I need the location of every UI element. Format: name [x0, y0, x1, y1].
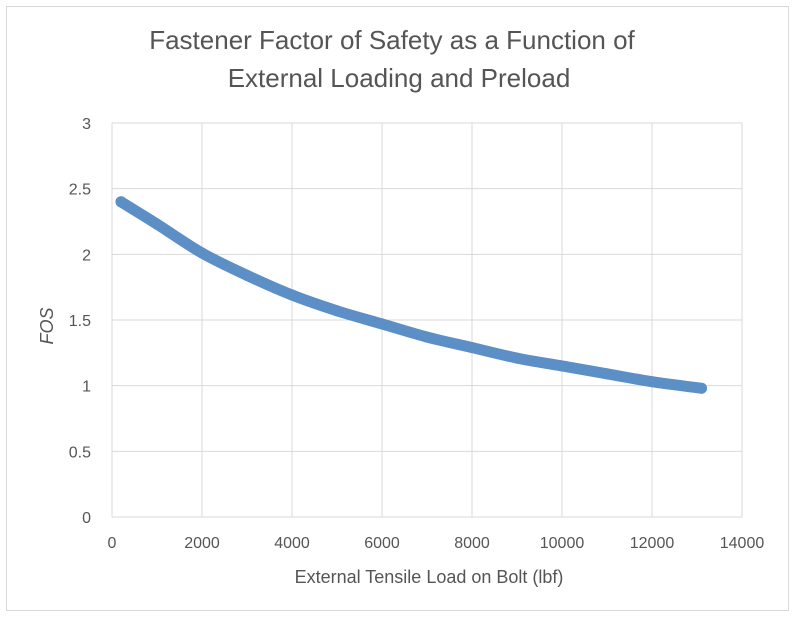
series-fos: [115, 196, 707, 394]
chart-frame: Fastener Factor of Safety as a Function …: [6, 6, 789, 611]
x-tick-label: 2000: [184, 535, 220, 552]
x-tick-label: 0: [108, 535, 117, 552]
tick-labels: 0 2000 4000 6000 8000 10000 12000 14000 0 0.5 1 1.5…: [69, 116, 765, 552]
data-point: [286, 289, 298, 301]
data-point: [601, 368, 613, 380]
x-tick-label: 14000: [720, 535, 765, 552]
chart-title-line-2: External Loading and Preload: [228, 63, 571, 93]
y-tick-label: 0: [82, 510, 91, 527]
y-axis-label: FOS: [37, 307, 57, 344]
fos-chart: Fastener Factor of Safety as a Function …: [37, 25, 765, 587]
gridlines: [111, 122, 743, 518]
chart-title-line-1: Fastener Factor of Safety as a Function …: [149, 25, 635, 55]
data-point: [331, 305, 343, 317]
x-axis-label: External Tensile Load on Bolt (lbf): [295, 567, 564, 587]
y-tick-label: 3: [82, 116, 91, 133]
y-tick-label: 1.5: [69, 313, 91, 330]
data-point: [376, 318, 388, 330]
data-point: [556, 360, 568, 372]
x-tick-label: 4000: [274, 535, 310, 552]
data-point: [241, 269, 253, 281]
data-point: [115, 196, 127, 208]
y-tick-label: 0.5: [69, 444, 91, 461]
x-tick-label: 10000: [540, 535, 585, 552]
data-point: [151, 218, 163, 230]
data-point: [646, 376, 658, 388]
y-tick-label: 2: [82, 247, 91, 264]
y-tick-label: 2.5: [69, 182, 91, 199]
data-point: [196, 247, 208, 259]
data-point: [421, 331, 433, 343]
data-point: [696, 382, 707, 394]
series-line-fos: [115, 196, 707, 394]
x-tick-label: 8000: [454, 535, 490, 552]
x-tick-label: 6000: [364, 535, 400, 552]
y-tick-label: 1: [82, 379, 91, 396]
data-point: [466, 342, 478, 354]
x-tick-label: 12000: [630, 535, 675, 552]
data-point: [511, 352, 523, 364]
